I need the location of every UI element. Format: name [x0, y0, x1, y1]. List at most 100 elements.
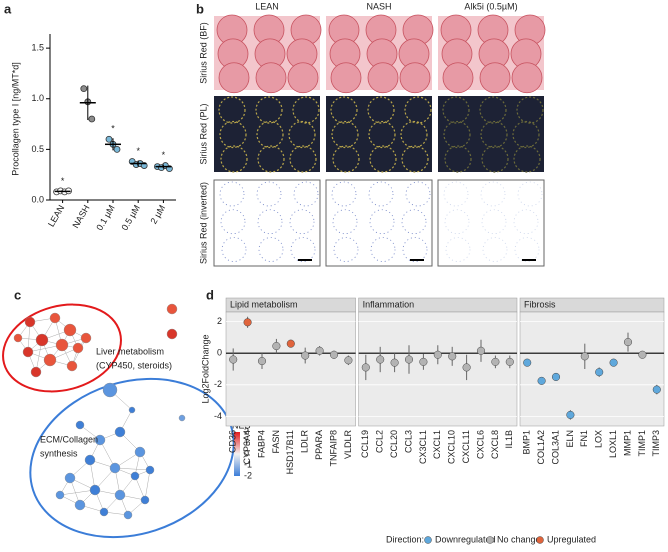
network-node	[75, 420, 85, 430]
legend-label: No change	[497, 534, 541, 544]
spheroid	[442, 96, 470, 124]
micrograph	[213, 179, 321, 267]
spheroid	[330, 96, 358, 124]
panel-label: d	[206, 287, 214, 302]
spheroid	[445, 237, 471, 262]
spheroid	[255, 62, 287, 94]
x-tick-label: CCL20	[389, 430, 399, 458]
facet-panel	[519, 311, 665, 427]
spheroid	[367, 96, 395, 124]
spheroid	[218, 62, 250, 94]
facet-title: Fibrosis	[524, 299, 556, 309]
spheroid	[402, 237, 428, 262]
spheroid	[287, 62, 319, 94]
spheroid	[331, 181, 357, 207]
x-tick-label: FN1	[579, 430, 589, 447]
spheroid	[368, 120, 396, 149]
significance-mark: *	[162, 150, 166, 160]
spheroid	[333, 237, 359, 262]
spheroid	[481, 145, 509, 173]
data-point	[344, 356, 353, 365]
spheroid	[258, 237, 284, 262]
spheroid	[370, 237, 396, 262]
network-node	[166, 303, 178, 315]
facet-panel	[225, 311, 356, 427]
x-tick-label: COL1A2	[536, 430, 546, 465]
data-point	[88, 115, 96, 123]
x-tick-label: PPARA	[314, 430, 324, 460]
x-tick-label: MMP1	[622, 430, 632, 456]
x-tick-label: NASH	[70, 203, 91, 230]
x-tick-label: ELN	[565, 430, 575, 448]
data-point	[448, 352, 457, 361]
data-point	[595, 368, 604, 377]
spheroid	[292, 96, 320, 124]
y-tick-label: 2	[217, 316, 222, 326]
data-point	[376, 355, 385, 364]
colorbar-label: -2	[244, 470, 252, 480]
spheroid	[330, 62, 362, 94]
network-node	[84, 454, 96, 466]
facet-title: Lipid metabolism	[230, 299, 298, 309]
network-node	[35, 333, 49, 347]
network-edge	[144, 469, 151, 501]
data-point	[537, 376, 546, 385]
cluster-label: ECM/Collagen	[40, 434, 98, 444]
network-node	[74, 499, 86, 511]
network-edge	[114, 467, 151, 471]
x-tick-label: LOX	[594, 430, 604, 448]
data-point	[80, 85, 88, 93]
spheroid	[289, 145, 317, 173]
colorbar-label: -1	[244, 459, 252, 469]
legend-marker	[536, 536, 544, 544]
spheroid	[444, 145, 472, 173]
spheroid	[480, 120, 508, 149]
data-point	[229, 355, 238, 364]
spheroid	[513, 145, 541, 173]
x-tick-label: CXCL6	[475, 430, 485, 459]
network-node	[166, 328, 178, 340]
spheroid	[404, 96, 432, 124]
x-tick-label: CXCL8	[490, 430, 500, 459]
data-point	[272, 341, 281, 351]
facet-panel	[358, 311, 518, 427]
micrograph	[325, 179, 433, 267]
y-tick-label: 1.5	[31, 43, 44, 53]
panel-label: c	[14, 287, 21, 302]
x-tick-label: IL1B	[504, 430, 514, 449]
x-tick-label: HSD17B11	[285, 430, 295, 474]
spheroid	[480, 181, 506, 207]
micrograph	[326, 96, 432, 172]
spheroid	[443, 181, 469, 207]
network-node	[89, 484, 101, 496]
network-node	[114, 489, 126, 501]
x-tick-label: FASN	[271, 430, 281, 454]
spheroid	[401, 209, 427, 235]
data-point	[419, 357, 428, 366]
x-tick-label: VLDLR	[343, 430, 353, 460]
data-point	[609, 358, 618, 367]
spheroid	[481, 209, 507, 235]
y-axis-title: Log2FoldChange	[200, 334, 210, 403]
y-tick-label: 0.5	[31, 144, 44, 154]
row-label: Sirius Red (BF)	[198, 22, 208, 84]
x-tick-label: CCL3	[403, 430, 413, 453]
spheroid	[442, 62, 474, 94]
legend-label: Upregulated	[547, 534, 596, 544]
legend-marker	[486, 536, 494, 544]
x-tick-label: CXCL1	[432, 430, 442, 459]
data-point	[476, 346, 486, 355]
data-point	[390, 358, 399, 367]
network-node	[102, 382, 118, 398]
spheroid	[221, 237, 247, 262]
micrograph	[437, 179, 545, 267]
spheroid	[219, 120, 247, 149]
network-node	[24, 316, 36, 328]
spheroid	[399, 62, 431, 94]
spheroid	[405, 181, 431, 207]
network-node	[55, 338, 69, 352]
spheroid	[400, 120, 428, 149]
spheroid	[256, 120, 284, 149]
x-tick-label: TNFAIP8	[328, 430, 338, 467]
network-node	[64, 472, 76, 484]
